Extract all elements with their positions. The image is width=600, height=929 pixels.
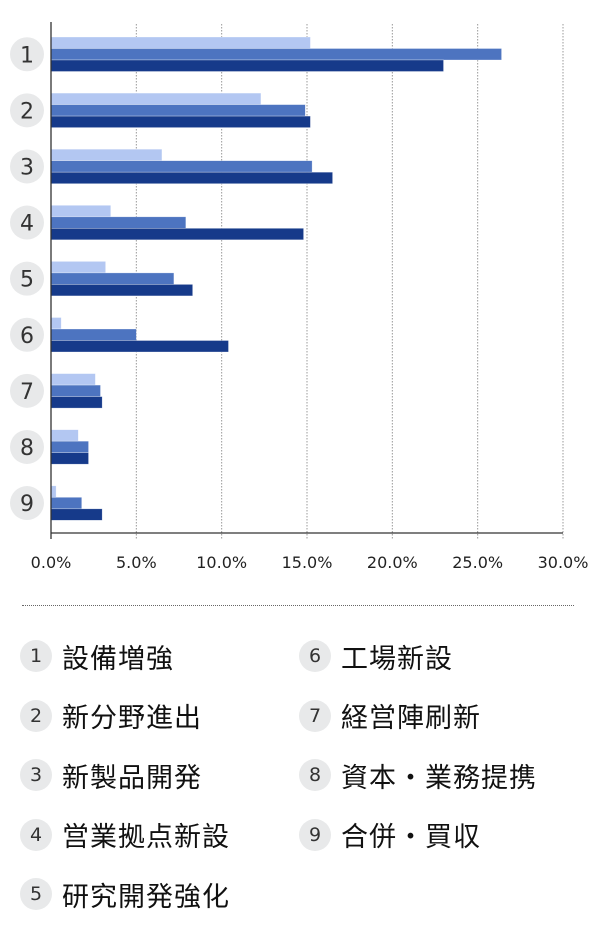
legend-label: 資本・業務提携: [341, 762, 537, 794]
legend-label: 新分野進出: [62, 703, 202, 734]
x-tick-label: 10.0%: [196, 553, 247, 572]
legend-item: 5 研究開発強化: [20, 870, 230, 918]
category-badge: [10, 93, 44, 128]
legend-label: 工場新設: [341, 643, 453, 675]
bar-series-dark-cat-8: [50, 452, 89, 465]
category-badge: [10, 37, 44, 72]
bar-series-dark-cat-7: [50, 396, 103, 409]
legend-number-badge: 5: [20, 878, 52, 910]
x-tick-labels: 0.0% 5.0% 10.0% 15.0% 20.0% 25.0% 30.0%: [31, 553, 589, 572]
category-label: 8: [20, 436, 34, 461]
x-tick-label: 15.0%: [282, 553, 333, 572]
bar-series-dark-cat-1: [50, 59, 444, 72]
gridlines: [135, 24, 564, 539]
bar-series-dark-cat-5: [50, 284, 193, 297]
bar-series-mid-cat-4: [50, 216, 187, 229]
bar-series-light-cat-9: [50, 485, 57, 498]
legend-item: 6 工場新設: [299, 632, 453, 680]
category-label: 4: [20, 212, 34, 237]
bar-series-dark-cat-2: [50, 115, 311, 128]
bar-series-dark-cat-9: [50, 508, 103, 521]
x-tick-label: 20.0%: [367, 553, 418, 572]
legend-label: 研究開発強化: [62, 881, 230, 913]
bar-series-light-cat-3: [50, 148, 163, 161]
category-label: 6: [20, 324, 34, 349]
category-badge: [10, 317, 44, 352]
x-tick-label: 30.0%: [538, 553, 589, 572]
category-label: 5: [20, 268, 34, 293]
bar-chart: 1 2 3 4 5 6 7 8 9 0.0% 5.0% 10.0% 15.0% 20.0% 25.0% 30…: [10, 22, 589, 572]
bar-series-mid-cat-5: [50, 272, 175, 285]
bar-series-dark-cat-4: [50, 228, 304, 241]
category-badge: [10, 205, 44, 240]
bar-series-light-cat-7: [50, 373, 96, 386]
legend-number-badge: 6: [299, 640, 331, 672]
bar-series-mid-cat-6: [50, 328, 137, 341]
category-label: 7: [20, 380, 34, 405]
legend-label: 経営陣刷新: [341, 703, 481, 734]
legend-number-badge: 4: [20, 818, 52, 851]
category-badge: [10, 486, 44, 521]
bar-series-mid-cat-2: [50, 104, 306, 117]
legend-number-badge: 3: [20, 759, 52, 791]
bar-series-light-cat-6: [50, 317, 62, 330]
legend-item: 1 設備増強: [20, 632, 174, 680]
category-label: 3: [20, 155, 34, 180]
legend-divider: [22, 605, 574, 606]
category-label: 9: [20, 492, 34, 517]
legend-item: 8 資本・業務提携: [299, 751, 537, 799]
legend-item: 2 新分野進出: [20, 692, 202, 740]
bar-series-mid-cat-1: [50, 48, 502, 61]
legend-label: 設備増強: [62, 643, 174, 675]
legend-number-badge: 9: [299, 818, 331, 851]
x-tick-label: 5.0%: [116, 553, 157, 572]
bar-series-light-cat-1: [50, 36, 311, 49]
legend-number-badge: 2: [20, 699, 52, 732]
bar-series-mid-cat-7: [50, 384, 101, 397]
axes: [50, 22, 563, 539]
bar-series-mid-cat-3: [50, 160, 313, 173]
bar-series-dark-cat-3: [50, 171, 333, 184]
category-badge: [10, 373, 44, 408]
legend-item: 9 合併・買収: [299, 811, 481, 859]
bar-series-mid-cat-9: [50, 496, 83, 510]
bar-series-light-cat-2: [50, 92, 262, 105]
bar-series-light-cat-5: [50, 261, 106, 274]
x-tick-label: 0.0%: [31, 553, 72, 572]
legend-number-badge: 8: [299, 759, 331, 791]
bar-series-dark-cat-6: [50, 340, 229, 353]
x-tick-label: 25.0%: [452, 553, 503, 572]
category-badge: [10, 261, 44, 296]
category-labels: 1 2 3 4 5 6 7 8 9: [10, 37, 44, 521]
legend-number-badge: 7: [299, 699, 331, 732]
category-label: 1: [20, 43, 34, 68]
category-badge: [10, 149, 44, 184]
legend-label: 新製品開発: [62, 762, 202, 794]
legend-item: 3 新製品開発: [20, 751, 202, 799]
bar-series-mid-cat-8: [50, 440, 89, 454]
bar-series-light-cat-4: [50, 205, 112, 218]
legend-item: 4 営業拠点新設: [20, 811, 230, 859]
legend-label: 合併・買収: [341, 822, 481, 853]
bars: [50, 36, 502, 521]
legend-number-badge: 1: [20, 640, 52, 672]
legend-label: 営業拠点新設: [62, 822, 230, 853]
category-badge: [10, 429, 44, 464]
legend-item: 7 経営陣刷新: [299, 692, 481, 740]
bar-series-light-cat-8: [50, 429, 79, 442]
category-label: 2: [20, 99, 34, 124]
